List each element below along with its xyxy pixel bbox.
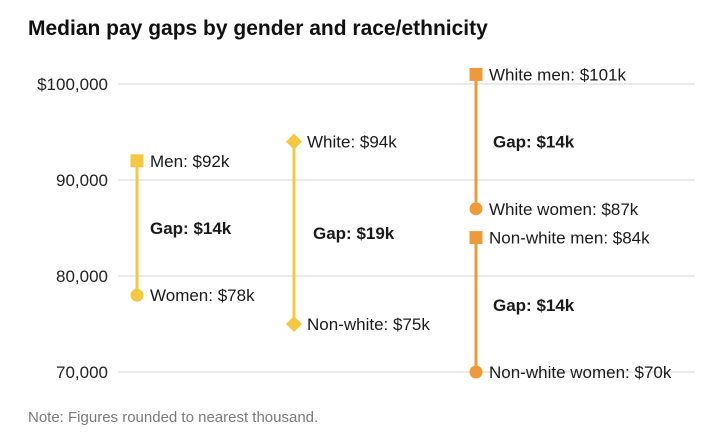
low-point-label: Non-white women: $70k	[489, 363, 672, 382]
low-point-marker	[286, 316, 302, 332]
high-point-marker	[469, 67, 483, 81]
high-point-label: White men: $101k	[489, 65, 627, 84]
high-point-label: Non-white men: $84k	[489, 229, 650, 248]
gap-label: Gap: $14k	[493, 133, 575, 152]
low-point-label: Women: $78k	[150, 286, 255, 305]
gap-label: Gap: $14k	[493, 296, 575, 315]
chart-title: Median pay gaps by gender and race/ethni…	[28, 17, 488, 40]
low-point-marker	[130, 288, 144, 302]
y-tick-label: 90,000	[56, 171, 108, 190]
high-point-label: Men: $92k	[150, 152, 230, 171]
y-axis-ticks: $100,000 90,000 80,000 70,000	[37, 75, 108, 382]
dumbbell-marks: Men: $92k Women: $78k Gap: $14k White: $94k…	[130, 65, 672, 382]
high-point-marker	[130, 154, 144, 168]
y-tick-label: 70,000	[56, 363, 108, 382]
y-tick-label: 80,000	[56, 267, 108, 286]
low-point-marker	[469, 202, 483, 216]
low-point-label: White women: $87k	[489, 200, 639, 219]
high-point-marker	[286, 133, 302, 150]
high-point-label: White: $94k	[307, 133, 397, 152]
chart-note: Note: Figures rounded to nearest thousan…	[28, 409, 318, 426]
low-point-label: Non-white: $75k	[307, 315, 430, 334]
low-point-marker	[469, 365, 483, 379]
gridlines	[118, 83, 695, 373]
high-point-marker	[469, 231, 483, 245]
y-tick-label: $100,000	[37, 75, 108, 94]
gap-label: Gap: $19k	[313, 224, 395, 243]
gap-label: Gap: $14k	[150, 219, 232, 238]
